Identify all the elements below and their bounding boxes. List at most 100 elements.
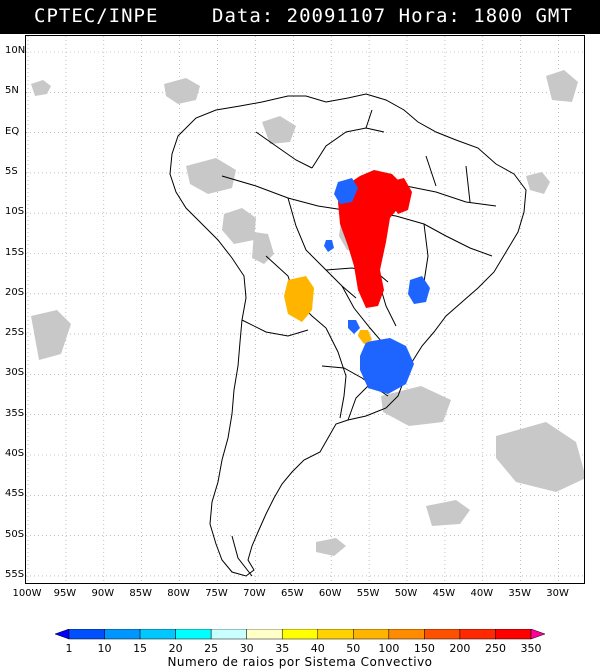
hour-value: 1800 GMT [473, 5, 573, 27]
border-line [347, 381, 373, 421]
legend-value: 50 [346, 642, 361, 655]
cloud-patch [316, 538, 346, 556]
lon-label: 90W [91, 588, 115, 599]
legend-swatch [104, 628, 141, 640]
legend-value: 10 [97, 642, 112, 655]
legend-swatch [246, 628, 283, 640]
legend-swatch [139, 628, 176, 640]
cloud-fields [31, 70, 584, 556]
cloud-patch [31, 310, 71, 360]
legend-swatch [495, 628, 532, 640]
legend-swatch [175, 628, 212, 640]
lat-label: 5N [5, 85, 19, 97]
legend-swatch [353, 628, 390, 640]
lon-label: 45W [432, 588, 456, 599]
legend-swatch [317, 628, 354, 640]
lon-label: 50W [394, 588, 418, 599]
lat-label: 30S [5, 367, 25, 379]
legend-value: 40 [310, 642, 325, 655]
legend: 1 10 15 20 25 30 35 40 50 100 150 200 250 350 [54, 628, 546, 668]
legend-value: 20 [168, 642, 183, 655]
lightning-systems [284, 170, 430, 394]
border-line [425, 155, 437, 187]
border-line [311, 127, 385, 169]
cloud-patch [526, 172, 550, 194]
border-line [231, 535, 253, 577]
storm-cell-blue [348, 320, 360, 334]
legend-swatch [388, 628, 425, 640]
legend-swatch [530, 628, 546, 640]
cloud-patch [31, 80, 51, 96]
storm-cell-blue [360, 338, 414, 394]
storm-cell-orange [284, 276, 314, 322]
lon-label: 35W [508, 588, 531, 599]
lat-label: 35S [5, 407, 25, 419]
legend-swatch [281, 628, 319, 640]
lat-label: 20S [5, 286, 25, 298]
lon-label: 80W [167, 588, 190, 599]
lon-label: 100W [12, 588, 42, 599]
lon-label: 65W [280, 588, 304, 599]
lon-label: 85W [129, 588, 152, 599]
lon-label: 60W [318, 588, 342, 599]
cloud-patch [262, 116, 296, 144]
border-line [255, 131, 313, 169]
legend-value: 150 [413, 642, 435, 655]
legend-value: 1 [65, 642, 73, 655]
legend-value: 25 [204, 642, 219, 655]
legend-value: 200 [449, 642, 471, 655]
continent-outline [169, 93, 527, 577]
lat-label: 40S [5, 448, 25, 459]
legend-value: 35 [275, 642, 290, 655]
date-label: Data: [212, 5, 275, 27]
lon-label: 55W [356, 588, 380, 599]
cloud-patch [222, 208, 256, 244]
border-line [365, 109, 373, 129]
cloud-patch [426, 500, 470, 526]
lat-label: 15S [5, 246, 25, 258]
lat-label: EQ [5, 125, 20, 137]
legend-value: 350 [520, 642, 542, 655]
lon-label: 95W [53, 588, 77, 599]
lon-label: 70W [243, 588, 266, 599]
lon-label: 30W [546, 588, 569, 599]
datetime-title: Data: 20091107 Hora: 1800 GMT [212, 5, 573, 27]
lon-label: 75W [205, 588, 228, 599]
storm-cell-red [388, 178, 412, 214]
storm-cell-blue [334, 178, 358, 204]
storm-cell-red [338, 170, 404, 308]
legend-swatch [210, 628, 247, 640]
cloud-patch [252, 232, 274, 264]
legend-value: 30 [239, 642, 254, 655]
lat-label: 10S [5, 206, 25, 218]
legend-swatch [54, 628, 70, 640]
border-line [241, 319, 309, 337]
legend-swatch [459, 628, 496, 640]
storm-cell-blue [324, 240, 334, 252]
border-line [423, 223, 429, 283]
lat-label: 25S [5, 327, 25, 339]
border-line [405, 185, 497, 207]
legend-value: 250 [484, 642, 506, 655]
legend-swatch [68, 628, 105, 640]
cloud-patch [496, 422, 584, 492]
legend-colorbar [54, 628, 546, 640]
map-panel[interactable] [25, 35, 585, 584]
legend-value: 15 [133, 642, 148, 655]
lat-label: 5S [5, 165, 18, 177]
legend-caption: Numero de raios por Sistema Convectivo [167, 655, 433, 669]
lat-label: 50S [5, 528, 25, 540]
lat-label: 45S [5, 488, 25, 500]
cloud-patch [186, 158, 236, 194]
border-line [325, 327, 347, 419]
lon-label: 40W [470, 588, 494, 599]
storm-cell-orange [358, 330, 372, 344]
legend-value: 100 [378, 642, 400, 655]
header-bar: CPTEC/INPE Data: 20091107 Hora: 1800 GMT [0, 0, 600, 34]
border-line [465, 165, 471, 203]
map-canvas[interactable] [26, 36, 585, 584]
source-title: CPTEC/INPE [34, 5, 159, 27]
border-line [287, 197, 357, 299]
lat-label: 55S [5, 568, 25, 580]
border-line [445, 235, 493, 257]
